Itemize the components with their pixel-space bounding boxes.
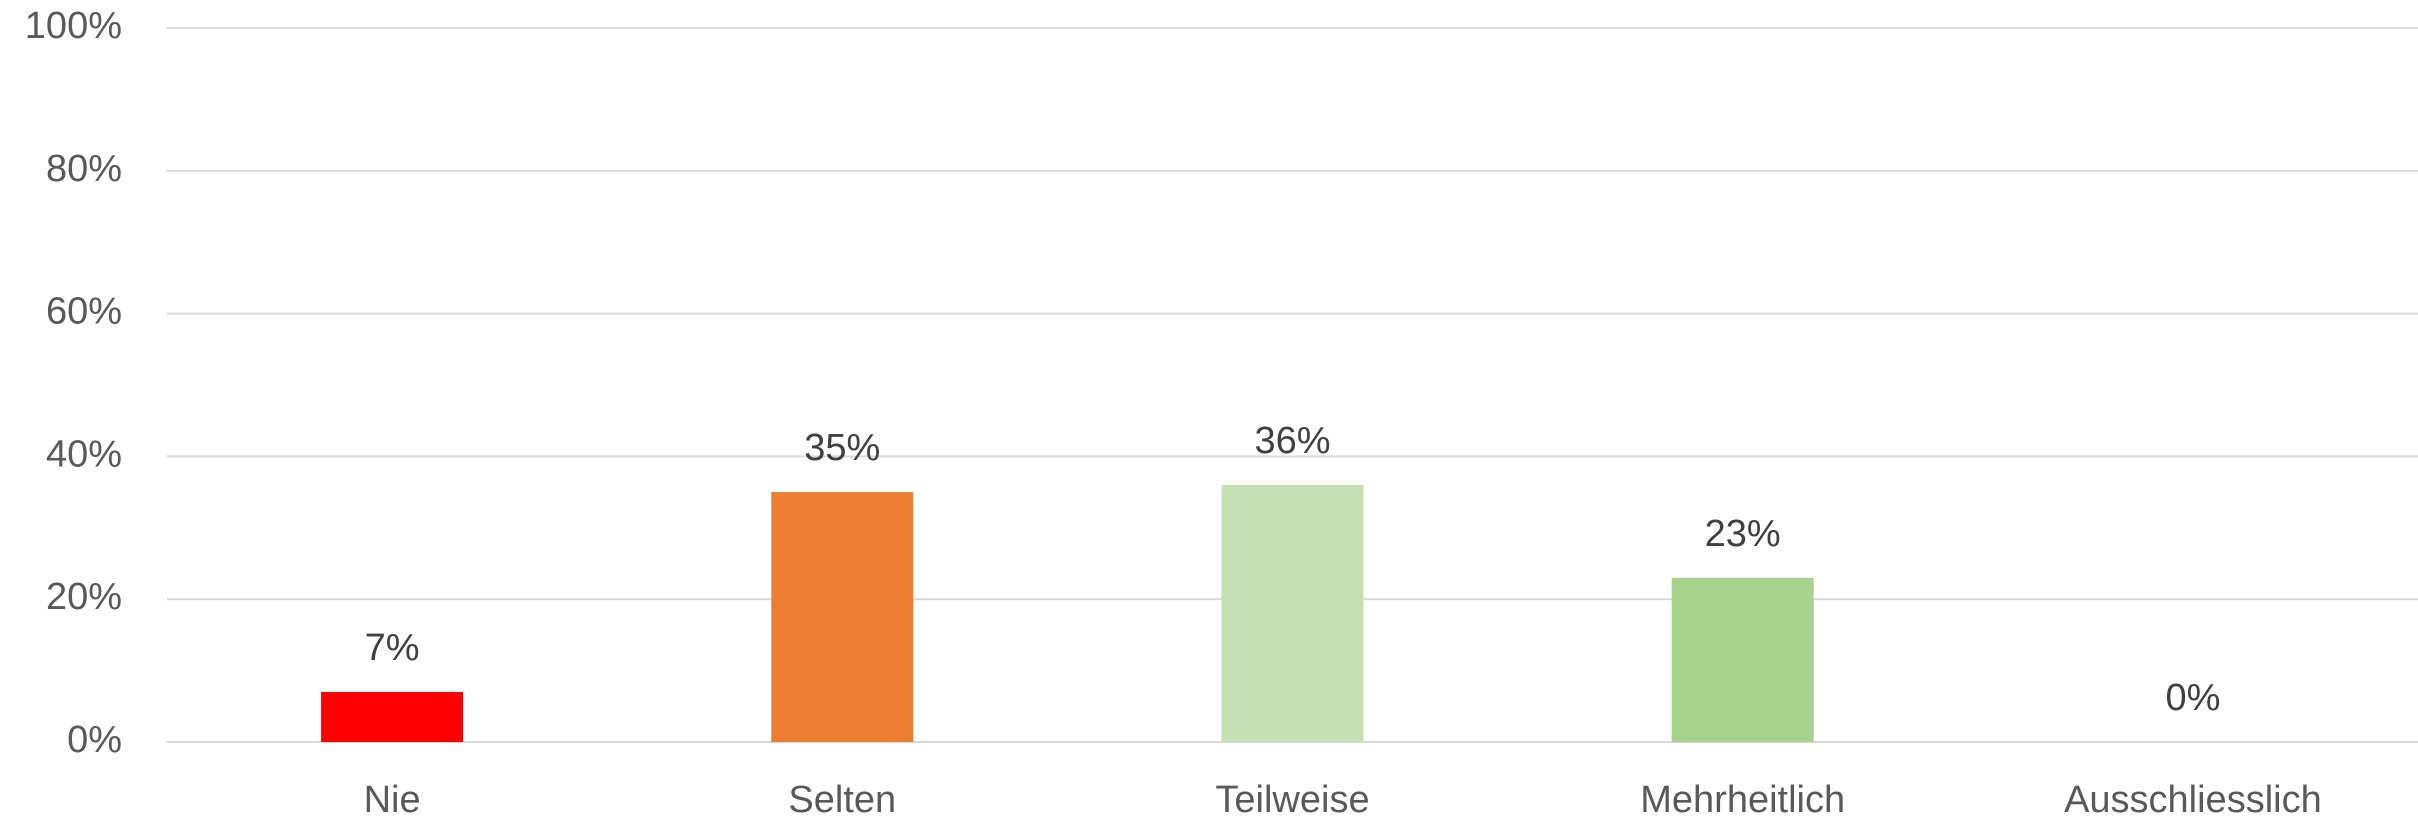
- x-tick-label: Nie: [364, 779, 421, 821]
- y-tick-label: 0%: [67, 719, 122, 761]
- data-label: 23%: [1705, 513, 1781, 555]
- data-label: 0%: [2165, 677, 2220, 719]
- data-label: 7%: [365, 627, 420, 669]
- x-tick-label: Ausschliesslich: [2064, 779, 2322, 821]
- y-tick-label: 100%: [25, 5, 122, 47]
- x-tick-label: Teilweise: [1215, 779, 1369, 821]
- x-tick-label: Mehrheitlich: [1640, 779, 1845, 821]
- y-tick-label: 20%: [46, 576, 122, 618]
- bar: [771, 492, 914, 742]
- bar: [1671, 577, 1814, 742]
- x-tick-label: Selten: [788, 779, 896, 821]
- y-tick-label: 60%: [46, 291, 122, 333]
- bar: [1221, 484, 1364, 742]
- data-label: 35%: [804, 427, 880, 469]
- y-tick-label: 40%: [46, 433, 122, 475]
- data-label: 36%: [1254, 420, 1330, 462]
- y-tick-label: 80%: [46, 148, 122, 190]
- bar: [321, 692, 464, 742]
